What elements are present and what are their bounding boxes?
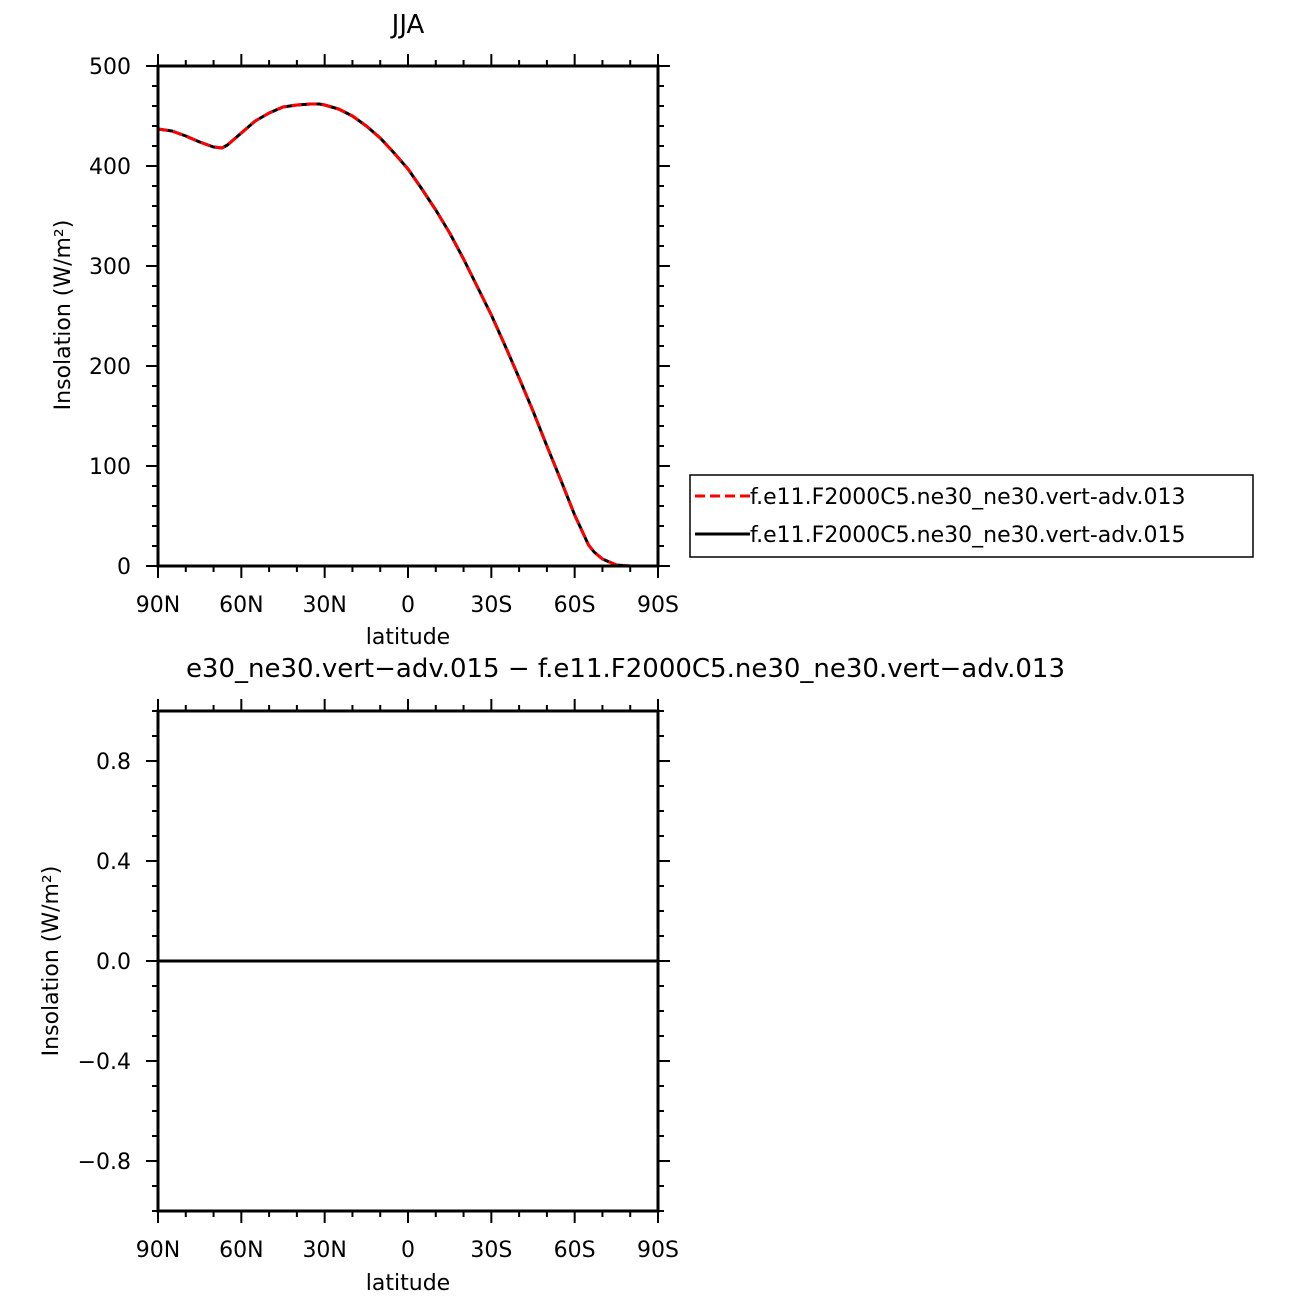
x-tick-label: 30S xyxy=(470,593,512,618)
y-tick-label: 0 xyxy=(117,555,131,580)
legend-label-013: f.e11.F2000C5.ne30_ne30.vert-adv.013 xyxy=(750,485,1186,510)
y-tick-label: 0.0 xyxy=(96,950,131,975)
y-axis-title: Insolation (W/m²) xyxy=(51,220,76,411)
series-line-015 xyxy=(157,102,658,568)
x-tick-label: 0 xyxy=(401,593,415,618)
x-axis-title: latitude xyxy=(366,1271,450,1296)
panel-title: JJA xyxy=(390,10,425,40)
x-tick-label: 90S xyxy=(637,1238,679,1263)
x-tick-label: 60N xyxy=(219,1238,263,1263)
x-tick-label: 30S xyxy=(470,1238,512,1263)
x-tick-label: 60S xyxy=(554,1238,596,1263)
legend-box xyxy=(689,474,1254,558)
y-tick-label: 100 xyxy=(89,455,131,480)
difference-panel: e30_ne30.vert−adv.015 − f.e11.F2000C5.ne… xyxy=(39,654,1065,1296)
y-tick-label: −0.8 xyxy=(78,1150,131,1175)
x-tick-label: 90N xyxy=(136,593,180,618)
y-axis-title: Insolation (W/m²) xyxy=(39,866,64,1057)
x-tick-label: 60S xyxy=(554,593,596,618)
x-tick-label: 30N xyxy=(302,593,346,618)
legend-label-015: f.e11.F2000C5.ne30_ne30.vert-adv.015 xyxy=(750,523,1186,548)
y-tick-label: 0.4 xyxy=(96,850,131,875)
insolation-panel: JJA Insolation (W/m²) latitude 90N 60N 30N… xyxy=(51,10,679,650)
legend: f.e11.F2000C5.ne30_ne30.vert-adv.013 f.e… xyxy=(689,474,1254,558)
y-tick-label: −0.4 xyxy=(78,1050,131,1075)
x-tick-label: 90S xyxy=(637,593,679,618)
plot-frame xyxy=(156,709,660,1213)
series-line-013 xyxy=(157,102,658,568)
x-tick-label: 90N xyxy=(136,1238,180,1263)
x-axis-title: latitude xyxy=(366,625,450,650)
x-tick-label: 30N xyxy=(302,1238,346,1263)
x-tick-label: 0 xyxy=(401,1238,415,1263)
y-tick-label: 200 xyxy=(89,355,131,380)
plot-frame xyxy=(156,64,660,568)
y-tick-label: 0.8 xyxy=(96,750,131,775)
y-tick-label: 300 xyxy=(89,255,131,280)
panel-title: e30_ne30.vert−adv.015 − f.e11.F2000C5.ne… xyxy=(186,654,1065,684)
y-tick-label: 500 xyxy=(89,55,131,80)
x-tick-label: 60N xyxy=(219,593,263,618)
y-tick-label: 400 xyxy=(89,155,131,180)
